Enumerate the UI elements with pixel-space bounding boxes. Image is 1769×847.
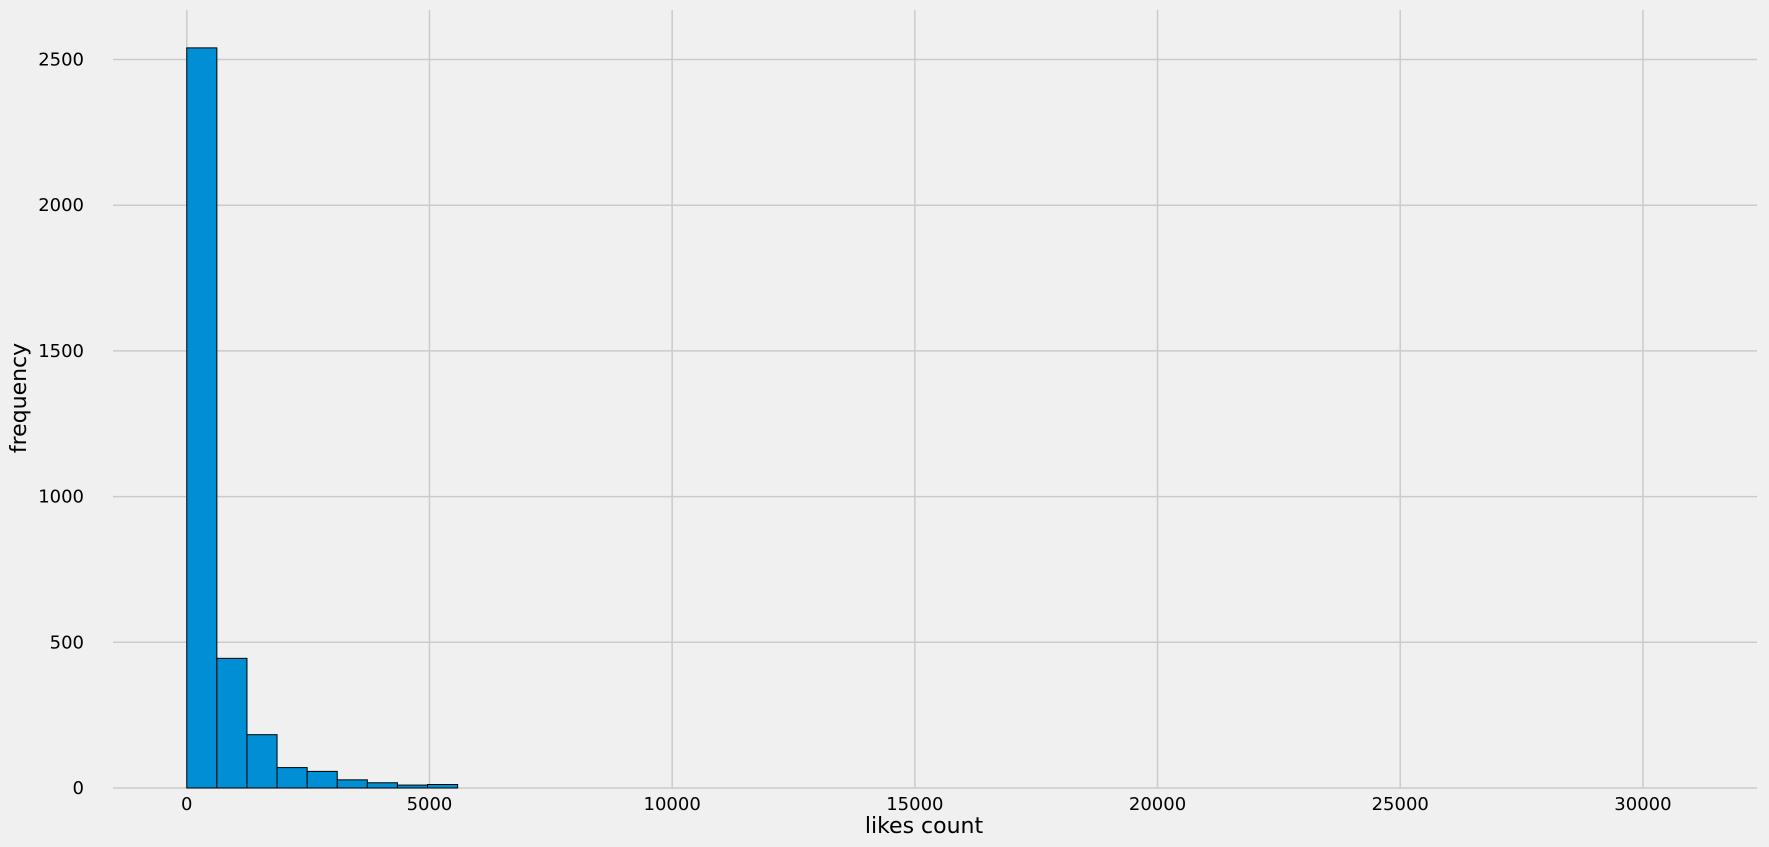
x-tick-label: 20000 xyxy=(1129,794,1186,815)
histogram-bar xyxy=(276,767,308,789)
x-axis-ticks: 0 5000 10000 15000 20000 25000 30000 xyxy=(181,794,1672,815)
x-tick-label: 25000 xyxy=(1372,794,1429,815)
histogram-bar xyxy=(186,47,218,789)
x-axis-label: likes count xyxy=(865,814,984,839)
y-tick-label: 1000 xyxy=(38,487,84,508)
histogram-bars xyxy=(186,47,459,789)
histogram-bar xyxy=(396,784,429,789)
histogram-bar xyxy=(336,779,368,789)
y-tick-label: 2500 xyxy=(38,50,84,71)
histogram-bar xyxy=(366,782,398,789)
histogram-bar xyxy=(216,657,248,789)
y-axis-ticks: 0 500 1000 1500 2000 2500 xyxy=(38,50,84,799)
x-tick-label: 30000 xyxy=(1614,794,1671,815)
x-tick-label: 15000 xyxy=(886,794,943,815)
histogram-bar xyxy=(427,784,459,789)
histogram-bar xyxy=(306,770,338,789)
y-tick-label: 500 xyxy=(50,632,84,653)
y-tick-label: 1500 xyxy=(38,341,84,362)
y-tick-label: 0 xyxy=(73,778,84,799)
x-tick-label: 5000 xyxy=(407,794,453,815)
histogram-bar xyxy=(246,734,278,789)
y-tick-label: 2000 xyxy=(38,195,84,216)
y-axis-label: frequency xyxy=(7,343,32,453)
x-tick-label: 10000 xyxy=(644,794,701,815)
grid-lines xyxy=(113,10,1757,789)
x-tick-label: 0 xyxy=(181,794,192,815)
